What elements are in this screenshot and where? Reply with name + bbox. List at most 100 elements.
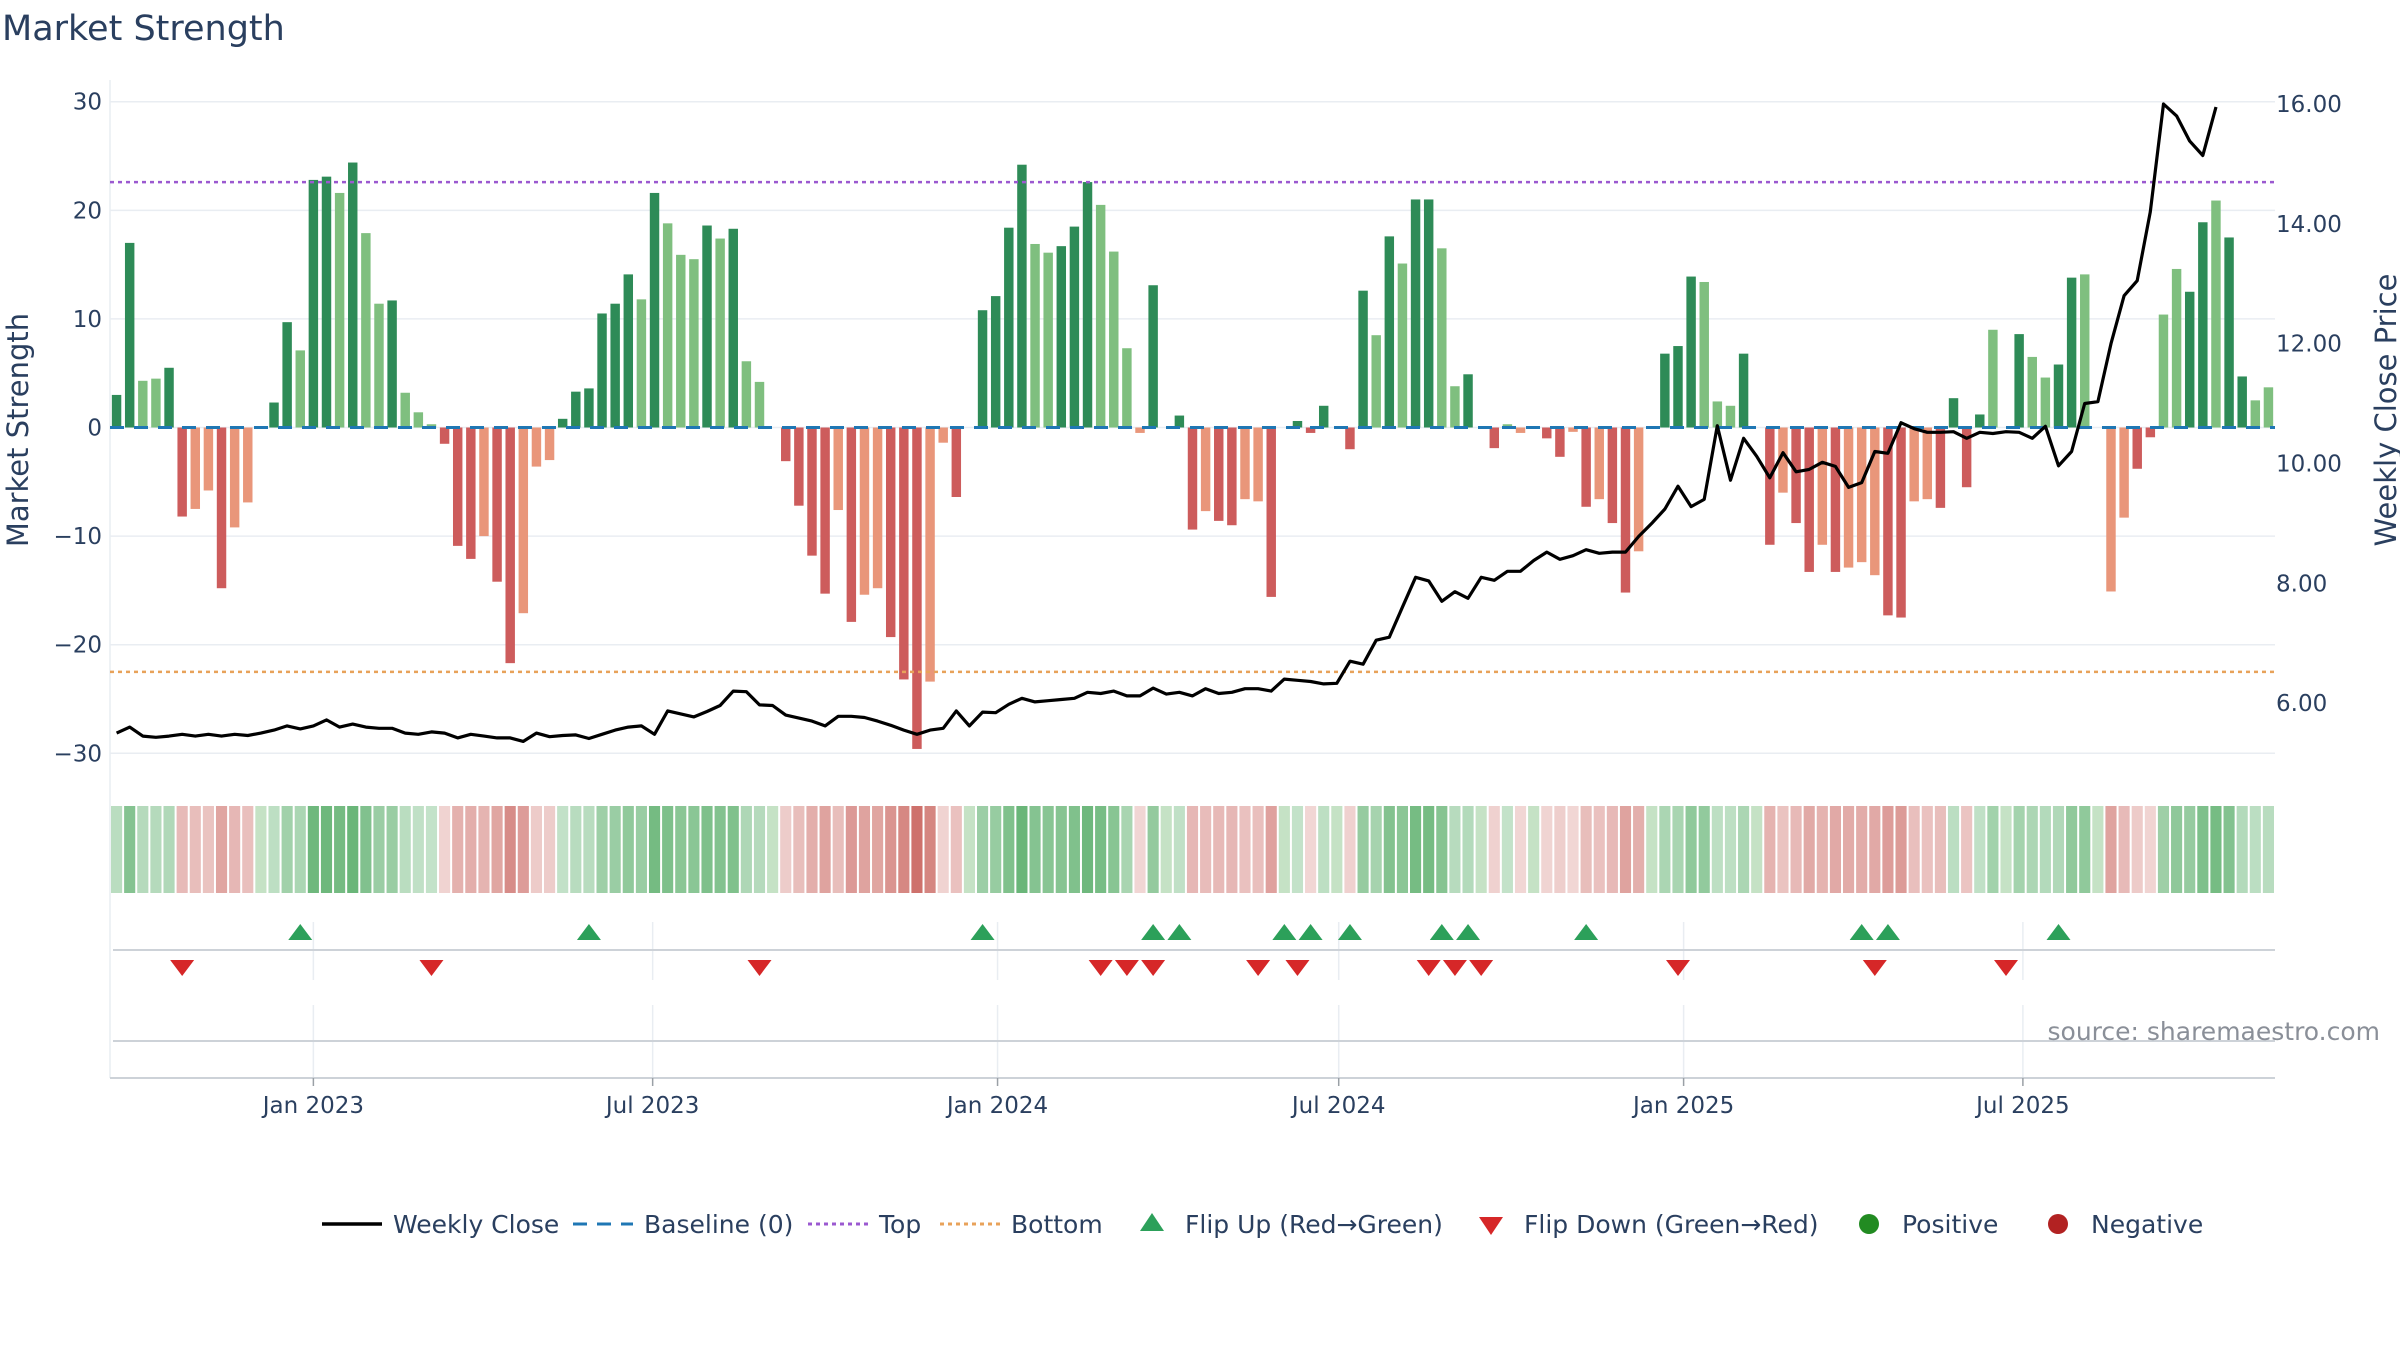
strength-bar (1082, 182, 1093, 428)
weekly-close-line (115, 102, 2218, 744)
heat-cell (793, 806, 805, 893)
strength-bar (938, 427, 948, 443)
heat-cell (294, 806, 306, 893)
source-note: source: sharemaestro.com (2048, 1017, 2381, 1046)
strength-bar (1883, 427, 1893, 616)
heat-cell (504, 806, 516, 893)
strength-bar (2106, 427, 2116, 592)
heat-cell (1751, 806, 1763, 893)
heat-cell (570, 806, 582, 893)
heat-cell (675, 806, 687, 893)
heat-cell (780, 806, 792, 893)
heat-cell (425, 806, 438, 893)
strength-bar (426, 424, 437, 428)
heat-cell (609, 806, 621, 893)
strength-bar (885, 427, 896, 638)
y2-tick-label: 12.00 (2276, 332, 2342, 358)
heat-cell (1173, 806, 1185, 893)
strength-bar (872, 427, 883, 589)
flip-up-marker (1141, 924, 1166, 940)
strength-heat-strip (111, 806, 2274, 893)
strength-bar (177, 427, 187, 517)
legend-item: Top (808, 1210, 921, 1239)
heat-cell (885, 806, 897, 893)
legend-label: Flip Up (Red→Green) (1185, 1210, 1443, 1239)
strength-bar (1410, 199, 1421, 428)
strength-bar (2263, 387, 2274, 428)
strength-bar (1292, 420, 1303, 428)
strength-bar (413, 412, 424, 428)
strength-bar (1935, 427, 1946, 508)
strength-bar (1961, 427, 1972, 488)
strength-bar (2184, 291, 2195, 428)
strength-bar (846, 427, 857, 622)
heat-cell (1580, 806, 1592, 893)
heat-cell (373, 806, 385, 893)
heat-cell (2013, 806, 2025, 893)
flip-up-marker (1298, 924, 1323, 940)
heat-cell (819, 806, 831, 893)
strength-bar (1804, 427, 1814, 572)
heat-cell (2052, 806, 2065, 893)
strength-bar (1778, 427, 1788, 493)
heat-cell (872, 806, 884, 893)
strength-bar (1555, 427, 1565, 457)
legend-item: Weekly Close (322, 1210, 559, 1239)
heat-cell (740, 806, 752, 893)
strength-bar (2171, 268, 2182, 428)
heat-cell (1803, 806, 1815, 893)
heat-cell (1698, 806, 1710, 893)
flip-up-marker (1456, 924, 1481, 940)
strength-bar (833, 427, 843, 511)
heat-cell (1672, 806, 1684, 893)
heat-cell (1305, 806, 1317, 893)
strength-bar (610, 303, 620, 428)
strength-bar (1791, 427, 1801, 524)
heat-cell (662, 806, 674, 893)
strength-bar (1581, 427, 1591, 507)
heat-cell (2223, 806, 2235, 893)
heat-cell (806, 806, 818, 893)
strength-bar (702, 225, 712, 428)
heat-cell (1501, 806, 1513, 893)
heat-cell (268, 806, 280, 893)
legend-label: Baseline (0) (644, 1210, 793, 1239)
strength-bar (2224, 237, 2234, 428)
axis-ticks: 30 20 10 0 −10 −20 −30 16.00 14.00 12.00 10.00 8.00… (53, 90, 2341, 1119)
strength-bar (1817, 427, 1828, 545)
heat-cell (1475, 806, 1487, 893)
heat-cell (1108, 806, 1120, 893)
heat-cell (1200, 806, 1212, 893)
flip-down-marker (1665, 960, 1690, 976)
strength-bar (308, 179, 319, 428)
heat-cell (1528, 806, 1540, 893)
heat-cell (202, 806, 214, 893)
heat-cell (1934, 806, 1946, 893)
strength-bar (295, 350, 305, 428)
strength-bar (2250, 400, 2261, 428)
heat-cell (2236, 806, 2248, 893)
strength-bar (597, 313, 607, 428)
heat-cell (1134, 806, 1146, 893)
heat-cell (557, 806, 569, 893)
strength-bar (479, 427, 489, 537)
strength-bar (1896, 427, 1906, 618)
strength-bar (636, 299, 647, 428)
flip-up-marker (1167, 924, 1192, 940)
heat-cell (1121, 806, 1133, 893)
heat-cell (1003, 806, 1015, 893)
legend-triangle-up-icon (1140, 1213, 1164, 1231)
heat-cell (452, 806, 464, 893)
heat-cell (596, 806, 608, 893)
strength-bar (1765, 427, 1775, 545)
heat-cell (1593, 806, 1605, 893)
strength-bar (2132, 427, 2142, 469)
legend-triangle-down-icon (1479, 1217, 1503, 1235)
strength-bar (1109, 251, 1119, 428)
heat-cell (465, 806, 477, 893)
strength-bar (912, 427, 922, 749)
legend-label: Negative (2091, 1210, 2203, 1239)
heat-cell (1278, 806, 1290, 893)
strength-bar (2027, 356, 2037, 428)
strength-bar (2119, 427, 2129, 518)
